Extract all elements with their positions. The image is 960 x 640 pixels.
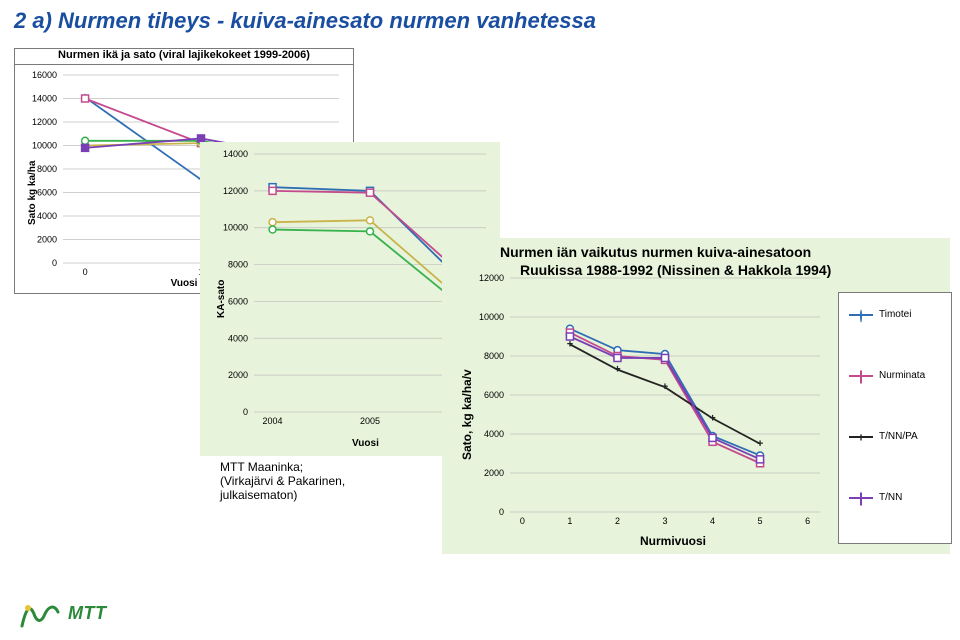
mtt-logo: MTT [18,598,106,628]
svg-text:+: + [757,438,763,450]
svg-text:2000: 2000 [37,235,57,245]
chart-right-title-l1: Nurmen iän vaikutus nurmen kuiva-ainesat… [500,244,811,260]
svg-text:8000: 8000 [228,260,248,270]
svg-text:8000: 8000 [37,164,57,174]
chart-mid-xtitle: Vuosi [352,438,379,449]
svg-text:10000: 10000 [223,223,248,233]
svg-text:14000: 14000 [223,149,248,159]
svg-text:0: 0 [520,516,525,526]
legend-label: Timotei [879,309,911,320]
svg-text:8000: 8000 [484,351,504,361]
svg-text:2005: 2005 [360,416,380,426]
svg-text:12000: 12000 [32,117,57,127]
logo-icon [18,598,62,628]
svg-text:+: + [662,381,668,393]
attribution: MTT Maaninka; (Virkajärvi & Pakarinen, j… [220,460,345,502]
legend-item: Nurminata [849,370,941,381]
chart-mid-ytitle: KA-sato [216,280,227,318]
svg-text:6000: 6000 [484,390,504,400]
chart-back-left-xtitle: Vuosi [171,278,198,289]
svg-text:4: 4 [710,516,715,526]
legend-label: Nurminata [879,370,925,381]
page-title: 2 a) Nurmen tiheys - kuiva-ainesato nurm… [0,0,960,40]
svg-text:10000: 10000 [479,312,504,322]
svg-text:4000: 4000 [228,333,248,343]
svg-text:0: 0 [52,258,57,268]
legend-item: Timotei [849,309,941,320]
svg-text:+: + [709,412,715,424]
legend-item: +T/NN/PA [849,431,941,442]
chart-right-plot: 0200040006000800010000120000123456+++++ [510,278,820,512]
svg-text:4000: 4000 [484,429,504,439]
svg-text:12000: 12000 [479,273,504,283]
svg-text:3: 3 [662,516,667,526]
svg-text:1: 1 [567,516,572,526]
svg-text:0: 0 [499,507,504,517]
svg-text:+: + [614,364,620,376]
chart-right-title-l2: Ruukissa 1988-1992 (Nissinen & Hakkola 1… [520,262,831,278]
chart-right-ytitle: Sato, kg ka/ha/v [460,369,474,460]
svg-text:6000: 6000 [228,296,248,306]
svg-text:2004: 2004 [263,416,283,426]
svg-text:2000: 2000 [484,468,504,478]
svg-text:0: 0 [243,407,248,417]
svg-text:12000: 12000 [223,186,248,196]
svg-text:2: 2 [615,516,620,526]
chart-right-legend: Timotei Nurminata +T/NN/PA T/NN [838,292,952,544]
svg-text:10000: 10000 [32,141,57,151]
logo-text: MTT [68,603,106,624]
legend-label: T/NN/PA [879,431,918,442]
svg-text:2000: 2000 [228,370,248,380]
svg-text:6000: 6000 [37,188,57,198]
svg-text:6: 6 [805,516,810,526]
chart-back-left-subtitle: Nurmen ikä ja sato (viral lajikekokeet 1… [15,49,353,61]
svg-text:5: 5 [758,516,763,526]
chart-right-xtitle: Nurmivuosi [640,534,706,548]
legend-item: T/NN [849,492,941,503]
svg-text:14000: 14000 [32,94,57,104]
svg-text:16000: 16000 [32,70,57,80]
svg-text:4000: 4000 [37,211,57,221]
legend-label: T/NN [879,492,902,503]
svg-text:0: 0 [83,267,88,277]
